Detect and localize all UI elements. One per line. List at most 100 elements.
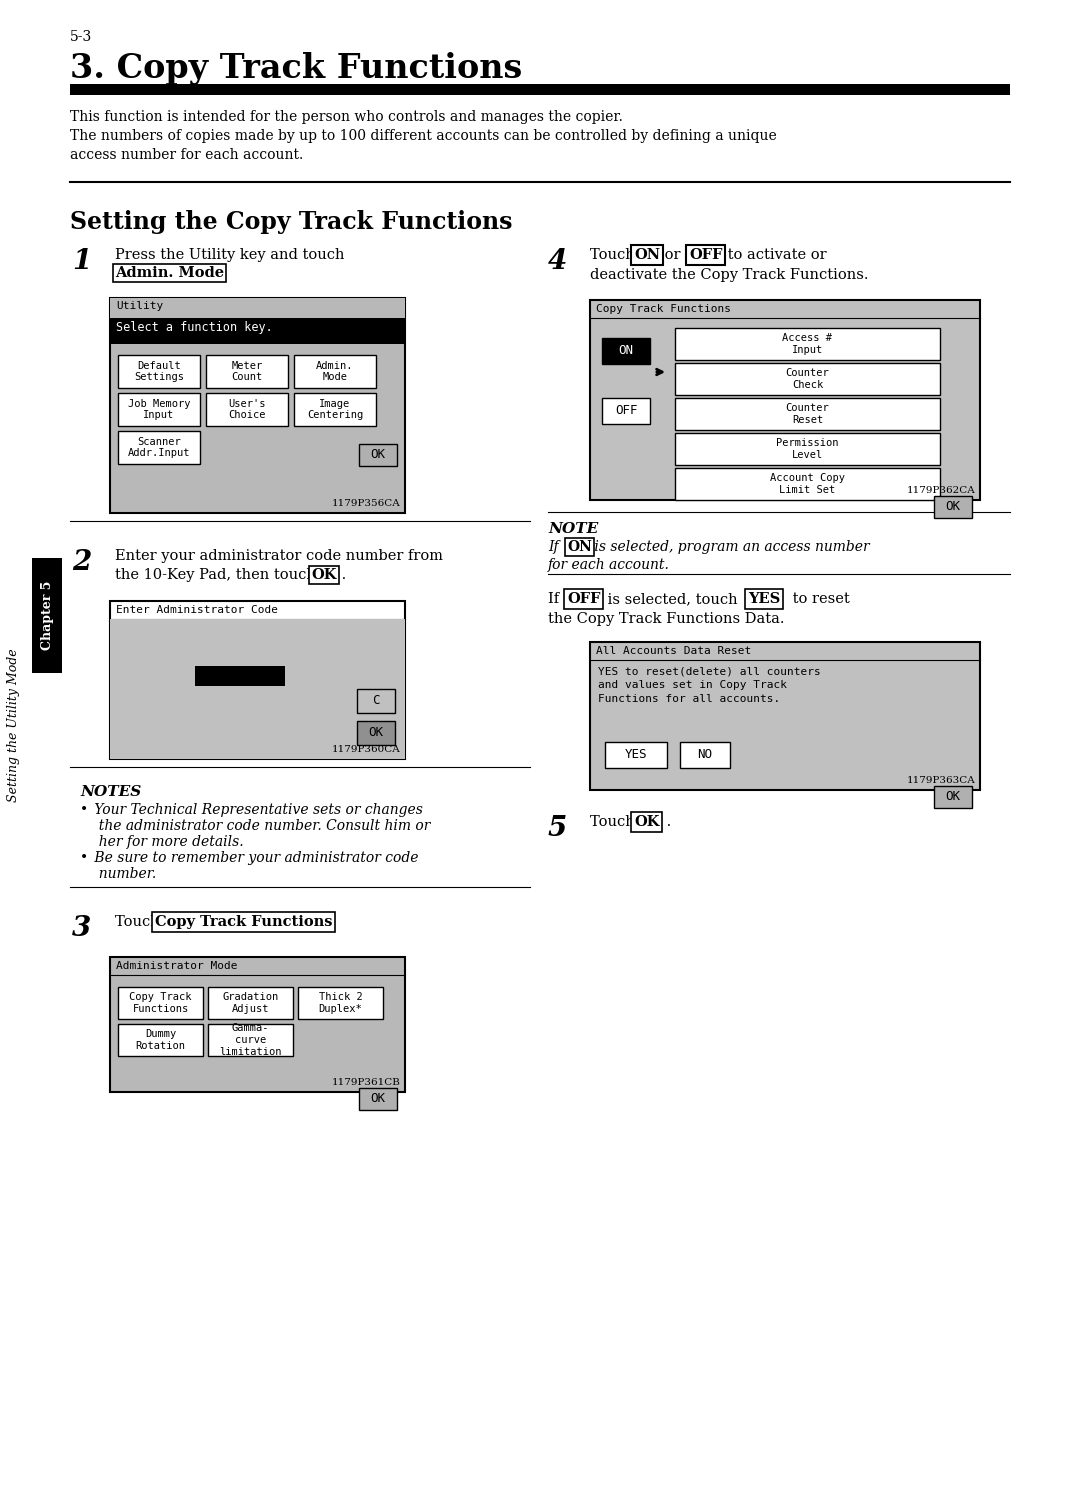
Bar [32, 558, 62, 673]
Text: Job Memory
Input: Job Memory Input [127, 398, 190, 420]
Text: OK: OK [311, 567, 336, 582]
Text: Copy Track
Functions: Copy Track Functions [130, 992, 192, 1014]
Text: Scanner
Addr.Input: Scanner Addr.Input [127, 437, 190, 459]
Text: Admin. Mode: Admin. Mode [114, 266, 225, 281]
Text: Copy Track Functions: Copy Track Functions [596, 304, 731, 313]
Bar [359, 1089, 397, 1109]
Text: to activate or: to activate or [723, 248, 826, 261]
Text: YES: YES [748, 593, 780, 606]
Text: for each account.: for each account. [548, 558, 670, 572]
Text: Counter
Reset: Counter Reset [785, 404, 829, 425]
Text: This function is intended for the person who controls and manages the copier.: This function is intended for the person… [70, 110, 623, 125]
Text: 4: 4 [548, 248, 567, 275]
Text: Be sure to remember your administrator code: Be sure to remember your administrator c… [90, 851, 419, 864]
Bar [206, 394, 288, 426]
Bar [208, 1025, 293, 1056]
Text: Your Technical Representative sets or changes: Your Technical Representative sets or ch… [90, 803, 423, 817]
Text: Touch: Touch [114, 915, 164, 930]
Bar [675, 328, 940, 359]
Text: Dummy
Rotation: Dummy Rotation [135, 1029, 186, 1051]
Text: 1179P363CA: 1179P363CA [907, 777, 976, 786]
Text: 3: 3 [72, 915, 91, 941]
Bar [294, 355, 376, 388]
Text: ON: ON [619, 345, 634, 358]
Text: Administrator Mode: Administrator Mode [116, 961, 238, 971]
Text: Admin.
Mode: Admin. Mode [316, 361, 354, 382]
Text: If: If [548, 593, 564, 606]
Text: and values set in Copy Track: and values set in Copy Track [598, 680, 787, 691]
Bar [590, 300, 980, 500]
Text: .: . [208, 266, 217, 281]
Text: Counter
Check: Counter Check [785, 368, 829, 389]
Text: Utility: Utility [116, 301, 163, 310]
Text: Access #
Input: Access # Input [783, 333, 833, 355]
Text: NO: NO [698, 748, 713, 762]
Text: OK: OK [368, 726, 383, 740]
Text: the 10-Key Pad, then touch: the 10-Key Pad, then touch [114, 567, 321, 582]
Bar [605, 742, 667, 768]
Text: 5-3: 5-3 [70, 30, 92, 45]
Text: NOTES: NOTES [80, 786, 141, 799]
Text: deactivate the Copy Track Functions.: deactivate the Copy Track Functions. [590, 267, 868, 282]
Bar [675, 468, 940, 500]
Text: Copy Track Functions: Copy Track Functions [156, 915, 333, 930]
Bar [934, 786, 972, 808]
Bar [675, 434, 940, 465]
Text: Account Copy
Limit Set: Account Copy Limit Set [770, 474, 845, 495]
Text: OK: OK [634, 815, 660, 829]
Text: YES: YES [624, 748, 647, 762]
Bar [298, 988, 383, 1019]
Bar [357, 689, 395, 713]
Text: or: or [660, 248, 685, 261]
Text: Enter Administrator Code: Enter Administrator Code [116, 604, 278, 615]
Text: ON: ON [567, 541, 592, 554]
Text: Image
Centering: Image Centering [307, 398, 363, 420]
Text: 5: 5 [548, 815, 567, 842]
Text: access number for each account.: access number for each account. [70, 148, 303, 162]
Text: User's
Choice: User's Choice [228, 398, 266, 420]
Bar [110, 956, 405, 1091]
Bar [294, 394, 376, 426]
Text: OFF: OFF [689, 248, 723, 261]
Text: Gamma-
curve
limitation: Gamma- curve limitation [219, 1023, 282, 1057]
Text: OK: OK [370, 448, 386, 462]
Bar [118, 431, 200, 463]
Text: Setting the Utility Mode: Setting the Utility Mode [8, 647, 21, 802]
Text: Select a function key.: Select a function key. [116, 321, 273, 334]
Text: Gradation
Adjust: Gradation Adjust [222, 992, 279, 1014]
Bar [206, 355, 288, 388]
Text: 1179P361CB: 1179P361CB [333, 1078, 401, 1087]
Text: Enter your administrator code number from: Enter your administrator code number fro… [114, 549, 443, 563]
Text: Setting the Copy Track Functions: Setting the Copy Track Functions [70, 209, 513, 235]
Text: NOTE: NOTE [548, 523, 598, 536]
Text: Press the Utility key and touch: Press the Utility key and touch [114, 248, 345, 261]
Text: is selected, touch: is selected, touch [603, 593, 742, 606]
Text: OFF: OFF [567, 593, 600, 606]
Text: Meter
Count: Meter Count [231, 361, 262, 382]
Text: .: . [322, 915, 332, 930]
Text: the administrator code number. Consult him or: the administrator code number. Consult h… [90, 820, 430, 833]
Bar [680, 742, 730, 768]
Text: 3. Copy Track Functions: 3. Copy Track Functions [70, 52, 523, 85]
Text: OK: OK [370, 1093, 386, 1105]
Text: 1179P356CA: 1179P356CA [333, 499, 401, 508]
Text: Thick 2
Duplex*: Thick 2 Duplex* [319, 992, 363, 1014]
Text: 2: 2 [72, 549, 91, 576]
Bar [118, 355, 200, 388]
Bar [110, 318, 405, 345]
Bar [357, 722, 395, 745]
Text: Default
Settings: Default Settings [134, 361, 184, 382]
Text: ON: ON [634, 248, 660, 261]
Text: •: • [80, 803, 89, 817]
Bar [70, 85, 1010, 95]
Text: .: . [337, 567, 347, 582]
Text: Admin. Mode: Admin. Mode [114, 266, 225, 281]
Bar [208, 988, 293, 1019]
Bar [602, 398, 650, 425]
Text: Permission
Level: Permission Level [777, 438, 839, 460]
Text: is selected, program an access number: is selected, program an access number [590, 541, 869, 554]
Bar [118, 394, 200, 426]
Text: Touch: Touch [590, 248, 639, 261]
Text: If: If [548, 541, 563, 554]
Bar [110, 619, 405, 759]
